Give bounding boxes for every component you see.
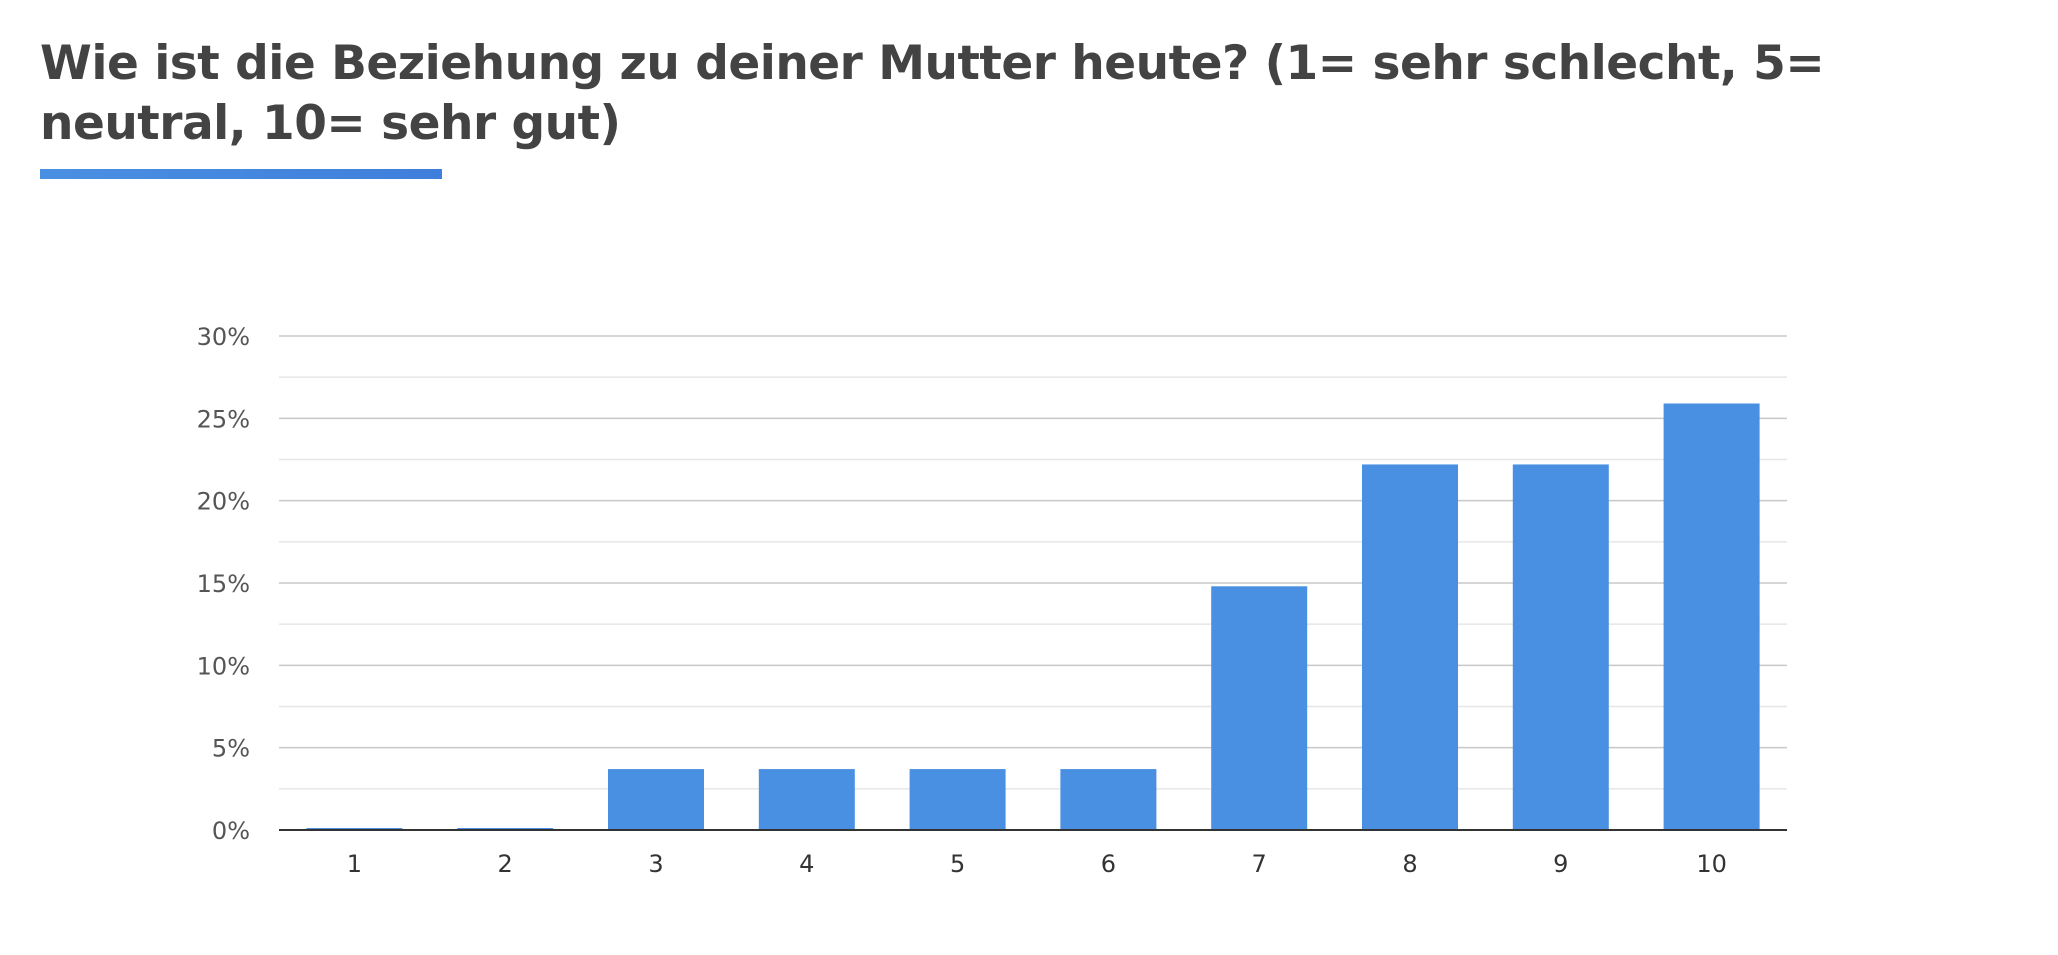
x-tick-label: 2	[498, 850, 513, 878]
bar-7	[1211, 586, 1308, 830]
x-tick-label: 6	[1101, 850, 1116, 878]
x-tick-label: 5	[950, 850, 965, 878]
bar-6	[1060, 769, 1157, 830]
x-tick-label: 8	[1402, 850, 1417, 878]
bar-3	[608, 769, 704, 830]
y-tick-label: 20%	[197, 488, 250, 516]
y-tick-label: 5%	[212, 735, 250, 763]
y-tick-label: 0%	[212, 817, 250, 845]
bar-4	[758, 769, 855, 830]
x-axis-tick-labels: 1 2 3 4 5 6 7 8 9 10	[347, 850, 1727, 878]
y-tick-label: 30%	[197, 323, 250, 351]
bar-10	[1663, 403, 1760, 830]
x-tick-label: 9	[1553, 850, 1568, 878]
y-tick-label: 15%	[197, 570, 250, 598]
title-underline	[40, 169, 442, 179]
bar-9	[1512, 464, 1609, 830]
y-axis-tick-labels: 0% 5% 10% 15% 20% 25% 30%	[197, 323, 250, 845]
x-tick-label: 7	[1252, 850, 1267, 878]
bar-5	[909, 769, 1006, 830]
y-tick-label: 10%	[197, 652, 250, 680]
chart-title: Wie ist die Beziehung zu deiner Mutter h…	[40, 36, 1825, 151]
y-tick-label: 25%	[197, 405, 250, 433]
bar-8	[1362, 464, 1458, 830]
x-tick-label: 3	[648, 850, 663, 878]
x-tick-label: 1	[347, 850, 362, 878]
x-tick-label: 10	[1696, 850, 1727, 878]
bars	[306, 403, 1760, 830]
x-tick-label: 4	[799, 850, 814, 878]
